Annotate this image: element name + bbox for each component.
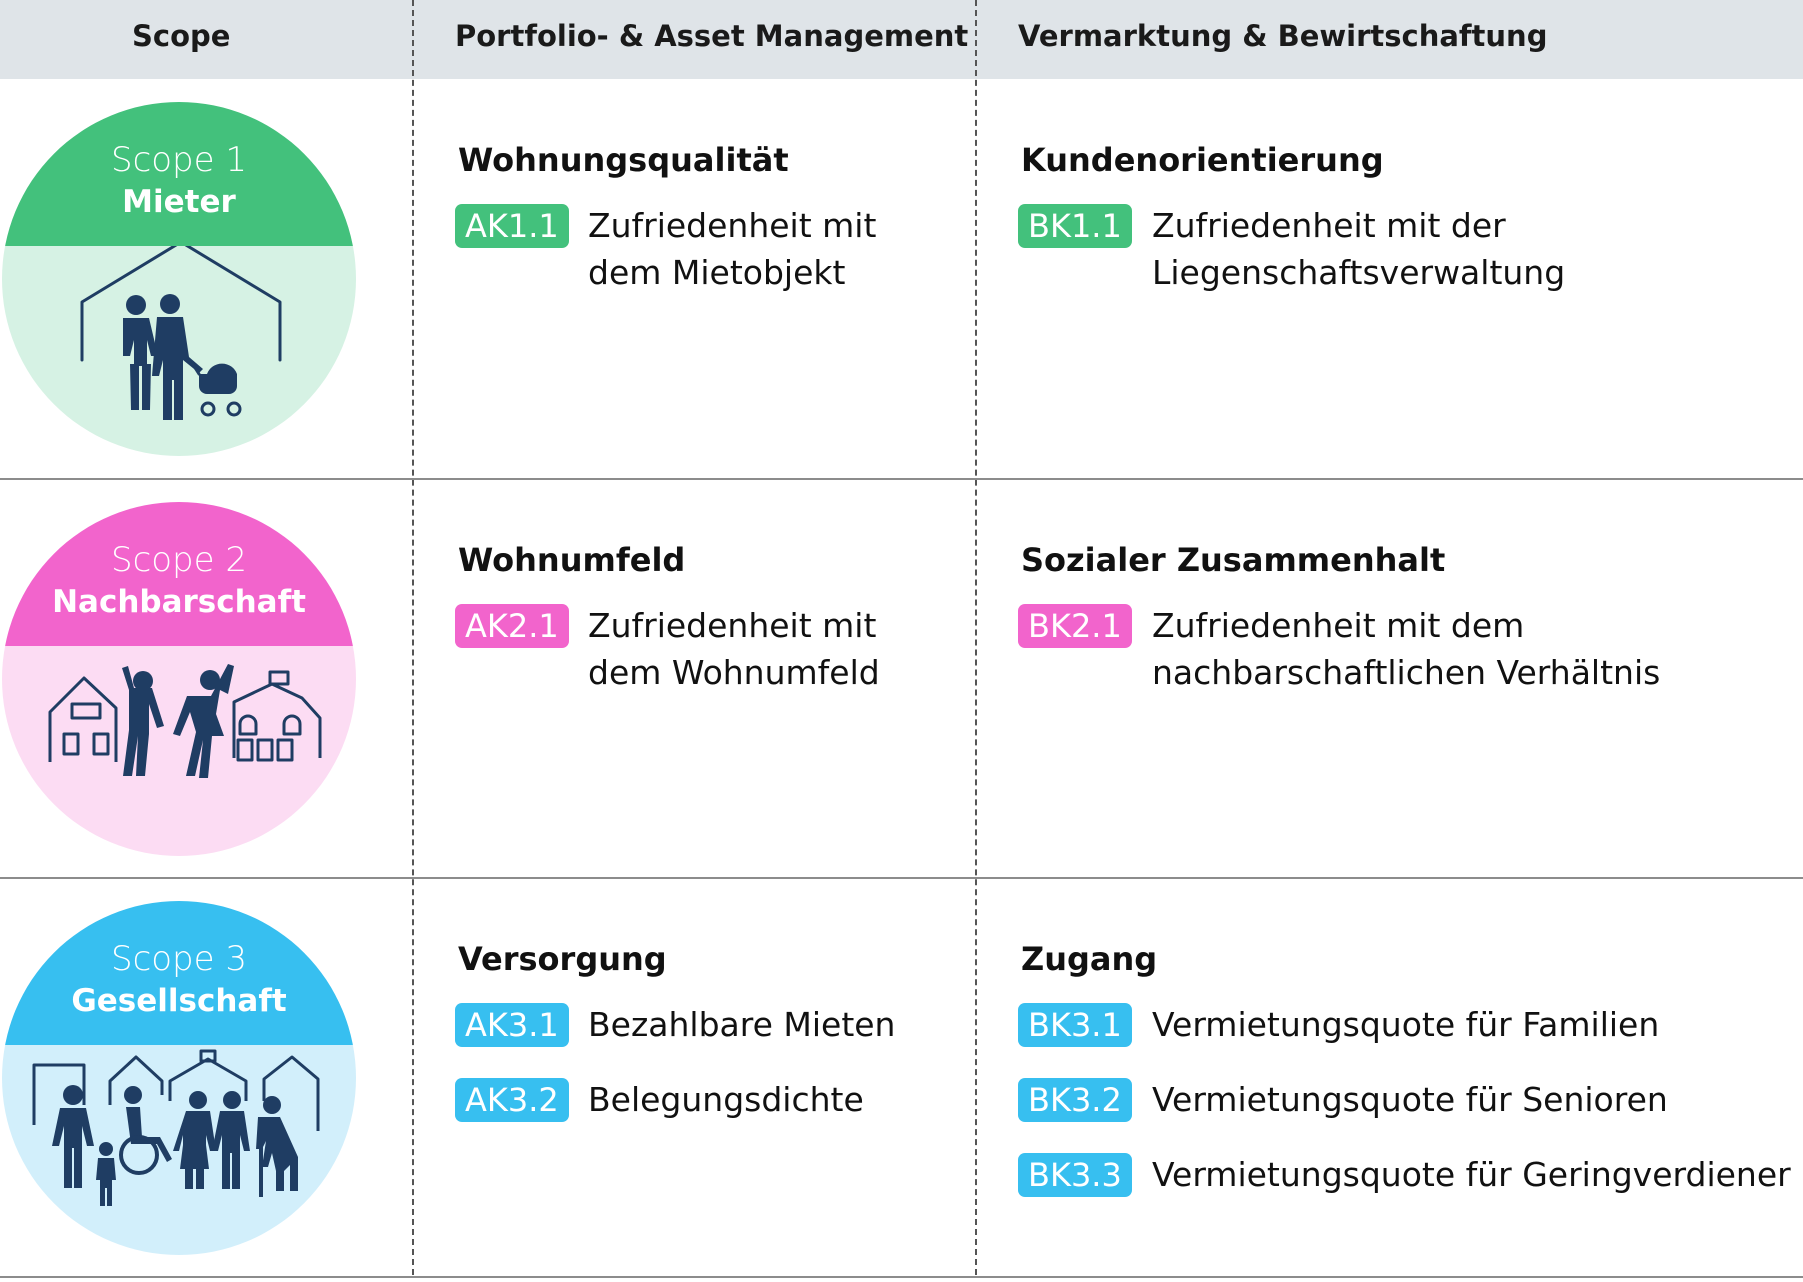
criterion-title-a: Versorgung	[458, 940, 667, 978]
indicator-code-badge: BK3.3	[1018, 1153, 1132, 1197]
row-divider-1	[0, 478, 1803, 480]
indicator-text-line-2: nachbarschaftlichen Verhältnis	[1152, 653, 1661, 692]
header-scope: Scope	[132, 19, 231, 53]
scope-2-badge-top	[2, 502, 356, 646]
indicator-text: Vermietungsquote für Familien	[1152, 1005, 1660, 1044]
scope-1-badge: Scope 1 Mieter	[2, 102, 356, 456]
scope-row-1: Scope 1 Mieter Wohnungsqualität AK1.1 Z	[0, 79, 1803, 479]
scope-number: Scope 1	[110, 140, 248, 180]
indicator-code-badge: BK3.2	[1018, 1078, 1132, 1122]
neighbors-waving-between-houses-icon	[48, 664, 322, 778]
scope-2-badge-bottom	[2, 646, 356, 856]
diverse-community-in-front-of-houses-icon	[32, 1049, 320, 1206]
scope-row-3: Scope 3 Gesellschaft	[0, 878, 1803, 1278]
indicator-code-badge: AK1.1	[455, 204, 569, 248]
column-divider-1	[412, 0, 414, 1275]
scope-number: Scope 3	[110, 939, 248, 979]
row-divider-3	[0, 1276, 1803, 1278]
row-divider-2	[0, 877, 1803, 879]
table-header	[0, 0, 1803, 79]
criterion-title-a: Wohnungsqualität	[458, 141, 789, 179]
indicator-text: Vermietungsquote für Geringverdiener	[1152, 1155, 1791, 1194]
family-with-stroller-in-house-icon	[80, 246, 282, 420]
scope-2-badge: Scope 2 Nachbarschaft	[2, 502, 356, 856]
indicator-code-badge: AK3.1	[455, 1003, 569, 1047]
column-divider-2	[975, 0, 977, 1275]
indicator-code-badge: BK1.1	[1018, 204, 1132, 248]
header-portfolio-asset-management: Portfolio- & Asset Management	[455, 19, 969, 53]
indicator-text-line-2: dem Wohnumfeld	[588, 653, 880, 692]
scope-1-badge-top	[2, 102, 356, 246]
indicator-text: Zufriedenheit mit dem	[1152, 606, 1525, 645]
criterion-title-b: Kundenorientierung	[1021, 141, 1384, 179]
indicator-code-badge: BK3.1	[1018, 1003, 1132, 1047]
indicator-text: Belegungsdichte	[588, 1080, 864, 1119]
indicator-text: Zufriedenheit mit der	[1152, 206, 1506, 245]
scope-3-badge: Scope 3 Gesellschaft	[2, 901, 356, 1255]
scope-3-badge-top	[2, 901, 356, 1045]
criterion-title-b: Zugang	[1021, 940, 1158, 978]
scope-name: Mieter	[122, 184, 236, 220]
indicator-text: Bezahlbare Mieten	[588, 1005, 896, 1044]
scope-name: Gesellschaft	[71, 983, 287, 1019]
indicator-text-line-2: Liegenschaftsverwaltung	[1152, 253, 1566, 292]
indicator-text-line-2: dem Mietobjekt	[588, 253, 846, 292]
indicator-text: Vermietungsquote für Senioren	[1152, 1080, 1668, 1119]
indicator-text: Zufriedenheit mit	[588, 606, 877, 645]
indicator-text: Zufriedenheit mit	[588, 206, 877, 245]
criterion-title-b: Sozialer Zusammenhalt	[1021, 541, 1446, 579]
indicator-code-badge: AK2.1	[455, 604, 569, 648]
scope-name: Nachbarschaft	[52, 584, 306, 620]
scope-number: Scope 2	[110, 540, 248, 580]
criterion-title-a: Wohnumfeld	[458, 541, 686, 579]
scope-row-2: Scope 2 Nachbarschaft	[0, 479, 1803, 879]
header-vermarktung-bewirtschaftung: Vermarktung & Bewirtschaftung	[1018, 19, 1548, 53]
indicator-code-badge: AK3.2	[455, 1078, 569, 1122]
indicator-code-badge: BK2.1	[1018, 604, 1132, 648]
